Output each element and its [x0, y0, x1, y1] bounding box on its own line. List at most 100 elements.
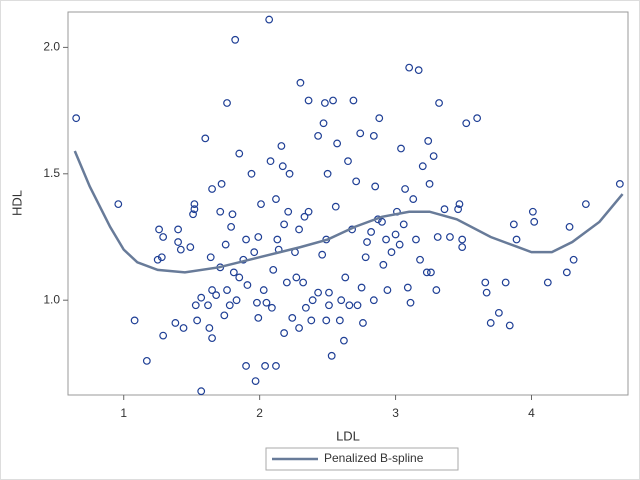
point [251, 377, 260, 385]
point [397, 144, 405, 153]
point [142, 356, 151, 365]
point [325, 288, 333, 297]
point [296, 78, 305, 87]
y-axis-label: HDL [9, 190, 24, 216]
point [262, 298, 271, 307]
point [307, 316, 316, 325]
point [391, 230, 400, 239]
point [250, 248, 259, 257]
point [277, 142, 286, 150]
point [227, 222, 236, 231]
point [186, 243, 195, 252]
point [295, 225, 303, 234]
point [201, 134, 210, 143]
x-axis-label: LDL [336, 428, 360, 443]
point [371, 182, 380, 191]
point [543, 278, 552, 287]
point [341, 273, 350, 282]
point [314, 131, 322, 140]
point [432, 286, 441, 294]
point [221, 240, 230, 249]
point [273, 235, 282, 244]
point [217, 180, 226, 188]
point [359, 319, 367, 327]
point [501, 278, 510, 287]
point [235, 273, 244, 282]
point [367, 228, 376, 236]
point [382, 235, 390, 244]
point [369, 131, 378, 140]
point [383, 286, 392, 294]
point [345, 301, 354, 310]
point [454, 205, 462, 214]
point [232, 296, 241, 305]
point [405, 63, 414, 72]
point [159, 331, 168, 340]
point [403, 283, 412, 292]
point [319, 119, 328, 128]
point [337, 296, 346, 305]
point [269, 265, 278, 274]
point [361, 253, 370, 262]
point [416, 255, 424, 264]
point [292, 273, 301, 282]
point [320, 99, 329, 107]
point [482, 288, 491, 297]
point [295, 324, 303, 332]
legend [265, 447, 459, 471]
point [414, 66, 423, 75]
point [223, 286, 231, 294]
point [225, 301, 234, 310]
point [243, 281, 252, 289]
point [257, 200, 265, 209]
point [288, 313, 297, 322]
point [223, 99, 231, 107]
point [280, 329, 289, 337]
point [481, 278, 490, 287]
point [325, 301, 333, 310]
point [340, 336, 348, 345]
point [422, 268, 431, 277]
point [190, 200, 199, 209]
point [155, 225, 163, 234]
point [509, 220, 518, 229]
y-tick-label: 2.0 [43, 40, 60, 54]
point [247, 169, 256, 178]
point [512, 235, 521, 244]
point [208, 185, 216, 193]
point [130, 316, 139, 325]
point [399, 220, 408, 229]
point [494, 308, 503, 317]
point [458, 243, 467, 252]
plot-area [67, 11, 629, 396]
point [304, 96, 313, 105]
point [197, 387, 206, 396]
point [171, 319, 180, 327]
point [174, 238, 182, 246]
point [191, 301, 200, 310]
point [193, 316, 202, 325]
point [335, 316, 344, 325]
point [254, 233, 263, 241]
point [357, 283, 366, 292]
point [344, 157, 352, 166]
point [401, 185, 409, 193]
point [395, 240, 404, 249]
point [455, 200, 464, 209]
point [352, 177, 361, 186]
point [379, 260, 388, 269]
point [369, 296, 378, 305]
point [615, 180, 624, 188]
x-tick-label: 2 [256, 406, 263, 420]
point [204, 301, 212, 310]
point [284, 207, 293, 216]
point [231, 35, 240, 44]
point [427, 268, 435, 277]
point [412, 235, 420, 244]
point [282, 278, 291, 287]
point [565, 222, 574, 231]
y-tick-label: 1.0 [43, 292, 60, 306]
point [424, 137, 433, 145]
point [446, 233, 454, 241]
point [72, 114, 81, 123]
